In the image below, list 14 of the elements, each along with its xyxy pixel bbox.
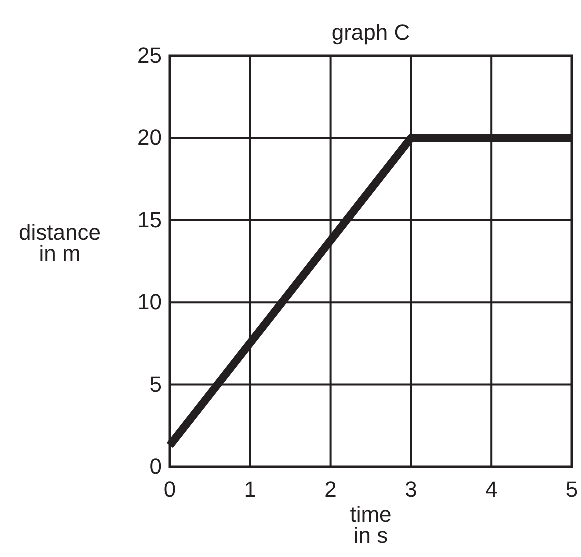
y-tick-label: 5: [150, 372, 162, 397]
y-tick-label: 20: [138, 125, 162, 150]
chart-title: graph C: [332, 20, 410, 45]
x-axis-title: time in s: [350, 502, 392, 548]
x-tick-label: 3: [405, 476, 418, 502]
y-tick-label: 25: [138, 43, 162, 68]
x-tick-label: 1: [244, 476, 257, 502]
x-tick-label: 5: [566, 476, 578, 502]
y-tick-label: 0: [150, 454, 162, 480]
y-axis-title: distance in m: [19, 220, 101, 266]
x-tick-label: 2: [324, 476, 337, 502]
y-tick-label: 15: [138, 207, 162, 232]
x-tick-label: 4: [485, 476, 498, 502]
y-tick-label: 10: [138, 290, 162, 315]
